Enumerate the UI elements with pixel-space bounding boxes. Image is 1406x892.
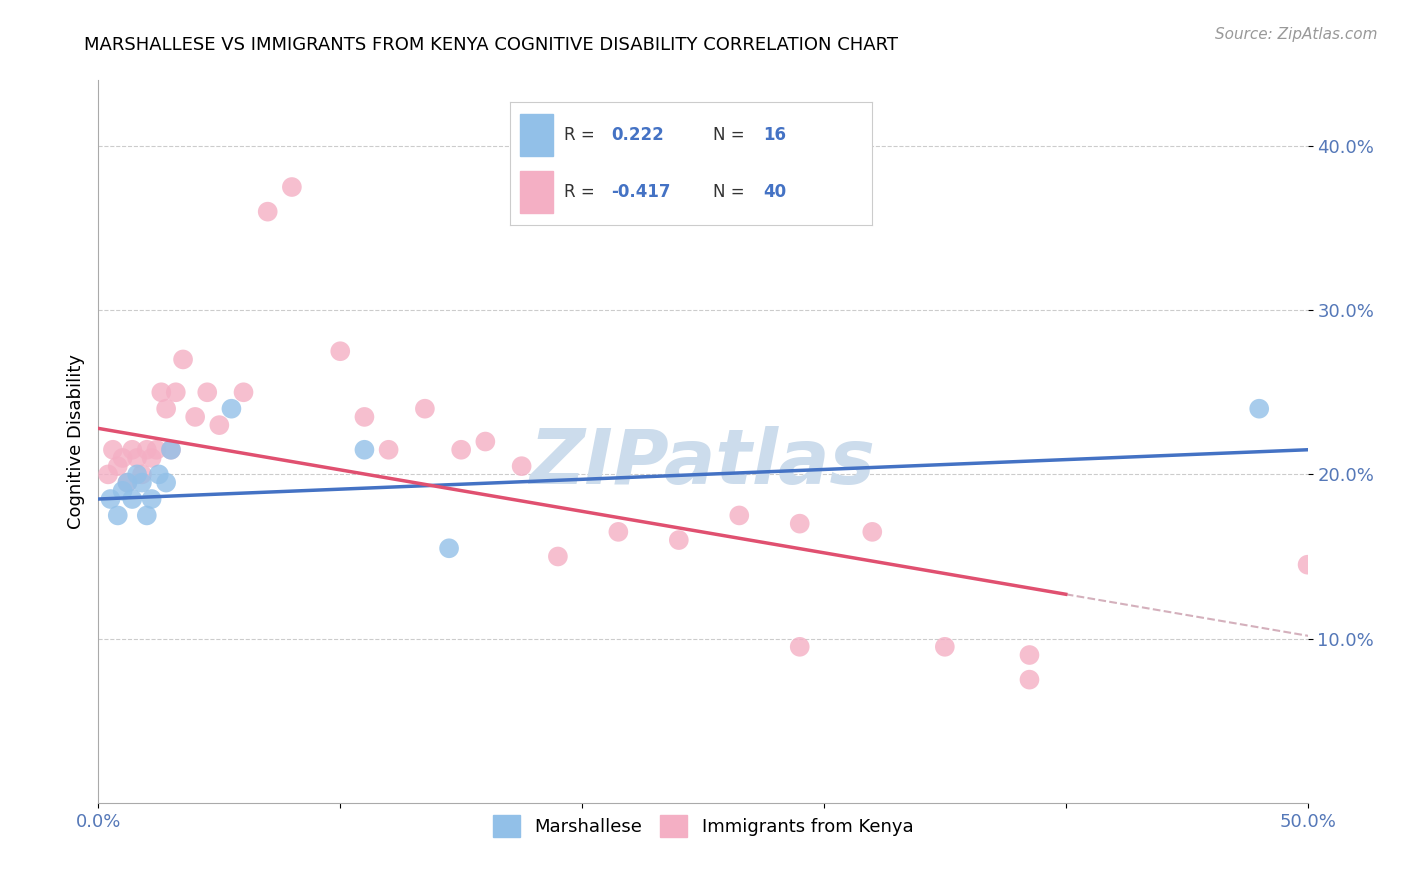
Point [377, 442, 399, 457]
Point [728, 508, 751, 523]
Point [184, 409, 207, 424]
Point [141, 450, 163, 465]
Point [100, 491, 122, 506]
Point [789, 640, 811, 654]
Point [135, 508, 157, 523]
Y-axis label: Cognitive Disability: Cognitive Disability [66, 354, 84, 529]
Point [121, 491, 143, 506]
Point [131, 467, 153, 482]
Point [1249, 401, 1271, 416]
Point [131, 475, 153, 490]
Point [1018, 648, 1040, 662]
Point [121, 442, 143, 457]
Point [107, 508, 129, 523]
Text: Source: ZipAtlas.com: Source: ZipAtlas.com [1215, 27, 1378, 42]
Point [135, 442, 157, 457]
Point [148, 467, 170, 482]
Point [934, 640, 956, 654]
Point [668, 533, 690, 547]
Point [437, 541, 460, 556]
Point [117, 475, 139, 490]
Point [510, 459, 533, 474]
Point [97, 467, 120, 482]
Point [281, 180, 304, 194]
Point [172, 352, 194, 367]
Point [111, 450, 134, 465]
Point [150, 385, 173, 400]
Point [860, 524, 883, 539]
Point [160, 442, 183, 457]
Legend: Marshallese, Immigrants from Kenya: Marshallese, Immigrants from Kenya [485, 808, 921, 845]
Point [353, 442, 375, 457]
Point [127, 467, 149, 482]
Point [329, 344, 352, 359]
Point [1018, 673, 1040, 687]
Point [353, 409, 375, 424]
Point [256, 204, 278, 219]
Point [165, 385, 187, 400]
Point [155, 401, 177, 416]
Point [127, 450, 149, 465]
Point [474, 434, 496, 449]
Text: MARSHALLESE VS IMMIGRANTS FROM KENYA COGNITIVE DISABILITY CORRELATION CHART: MARSHALLESE VS IMMIGRANTS FROM KENYA COG… [84, 36, 898, 54]
Point [155, 475, 177, 490]
Point [195, 385, 218, 400]
Point [1296, 558, 1319, 572]
Point [145, 442, 167, 457]
Point [208, 418, 231, 433]
Point [232, 385, 254, 400]
Point [160, 442, 183, 457]
Text: ZIPatlas: ZIPatlas [530, 426, 876, 500]
Point [547, 549, 569, 564]
Point [107, 459, 129, 474]
Point [111, 483, 134, 498]
Point [607, 524, 630, 539]
Point [117, 475, 139, 490]
Point [450, 442, 472, 457]
Point [221, 401, 243, 416]
Point [789, 516, 811, 531]
Point [101, 442, 124, 457]
Point [141, 491, 163, 506]
Point [413, 401, 436, 416]
